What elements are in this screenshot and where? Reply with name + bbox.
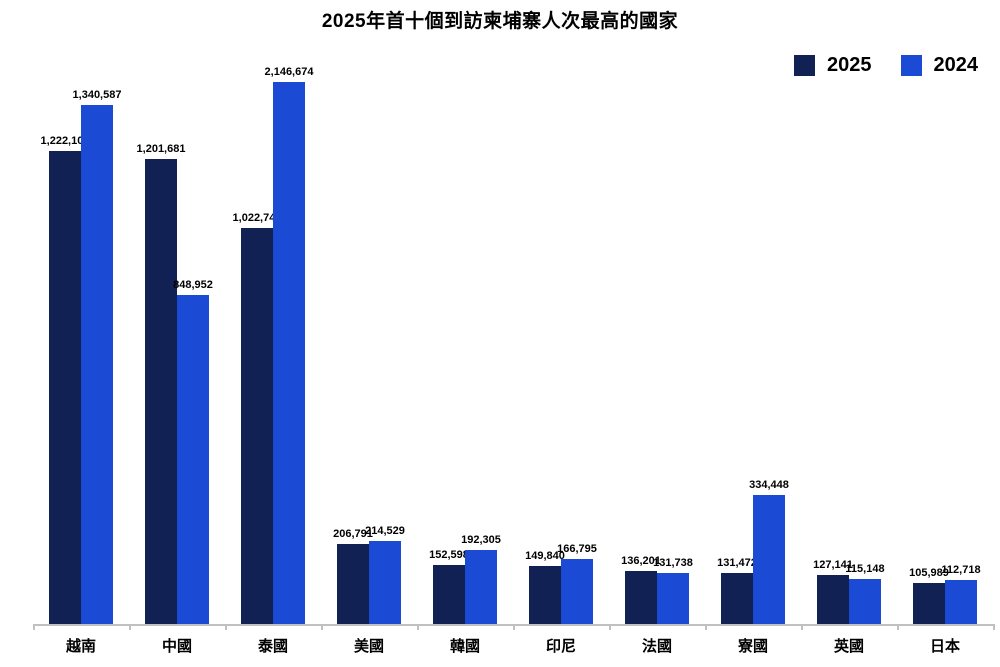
legend: 2025 2024 (794, 54, 978, 77)
x-axis-tick (513, 624, 515, 630)
category-label: 日本 (929, 638, 961, 655)
bar-2025-越南 (49, 151, 81, 624)
category-label: 越南 (65, 638, 97, 655)
bar-2024-韓國 (465, 550, 497, 624)
x-axis-tick (609, 624, 611, 630)
x-axis-tick (225, 624, 227, 630)
x-axis-tick (417, 624, 419, 630)
bar-value-label: 152,598 (429, 549, 469, 561)
bar-2024-泰國 (273, 82, 305, 624)
bar-value-label: 136,201 (621, 555, 661, 567)
x-axis-tick (321, 624, 323, 630)
category-label: 英國 (833, 638, 865, 655)
legend-label: 2024 (933, 54, 979, 76)
bar-value-label: 848,952 (173, 279, 213, 291)
bar-2025-美國 (337, 544, 369, 624)
bar-value-label: 192,305 (461, 534, 501, 546)
bar-2025-寮國 (721, 573, 753, 624)
bar-2025-日本 (913, 583, 945, 624)
bar-value-label: 166,795 (557, 543, 597, 555)
x-axis-tick (129, 624, 131, 630)
bar-2025-英國 (817, 575, 849, 624)
bar-value-label: 115,148 (845, 563, 885, 575)
bar-2024-日本 (945, 580, 977, 624)
x-axis-tick (705, 624, 707, 630)
legend-swatch-icon (900, 55, 922, 76)
category-label: 法國 (641, 638, 673, 655)
category-label: 泰國 (257, 638, 289, 655)
bar-value-label: 334,448 (749, 479, 789, 491)
bar-2024-寮國 (753, 495, 785, 624)
x-axis-tick (33, 624, 35, 630)
bar-2025-泰國 (241, 228, 273, 624)
bar-value-label: 127,141 (813, 559, 853, 571)
bar-2025-印尼 (529, 566, 561, 624)
bar-value-label: 1,201,681 (136, 143, 186, 155)
bar-2024-英國 (849, 579, 881, 624)
bar-value-label: 149,840 (525, 550, 565, 562)
bar-2025-中國 (145, 159, 177, 624)
bar-value-label: 131,738 (653, 557, 693, 569)
bar-value-label: 2,146,674 (264, 66, 314, 78)
bar-value-label: 214,529 (365, 525, 405, 537)
bar-value-label: 105,989 (909, 567, 949, 579)
x-axis-tick (897, 624, 899, 630)
bar-2024-美國 (369, 541, 401, 624)
category-label: 韓國 (449, 638, 481, 655)
category-label: 寮國 (737, 638, 769, 655)
bar-value-label: 131,472 (717, 557, 757, 569)
bar-value-label: 206,791 (333, 528, 373, 540)
category-label: 印尼 (545, 638, 577, 655)
x-axis-tick (993, 624, 995, 630)
bar-2025-韓國 (433, 565, 465, 624)
chart-title: 2025年首十個到訪柬埔寨人次最高的國家 (321, 11, 679, 32)
bar-value-label: 1,340,587 (72, 89, 122, 101)
legend-label: 2025 (827, 54, 872, 76)
category-label: 中國 (161, 638, 193, 655)
bar-value-label: 1,222,101 (40, 135, 90, 147)
legend-item-2025: 2025 (794, 54, 872, 77)
legend-item-2024: 2024 (900, 54, 979, 77)
bar-2024-法國 (657, 573, 689, 624)
bar-value-label: 112,718 (941, 564, 981, 576)
legend-swatch-icon (794, 55, 815, 76)
bar-2024-中國 (177, 295, 209, 624)
bar-2024-越南 (81, 105, 113, 624)
bar-2024-印尼 (561, 559, 593, 624)
bar-2025-法國 (625, 571, 657, 624)
x-axis-tick (801, 624, 803, 630)
category-label: 美國 (353, 638, 385, 655)
bar-value-label: 1,022,743 (232, 212, 282, 224)
